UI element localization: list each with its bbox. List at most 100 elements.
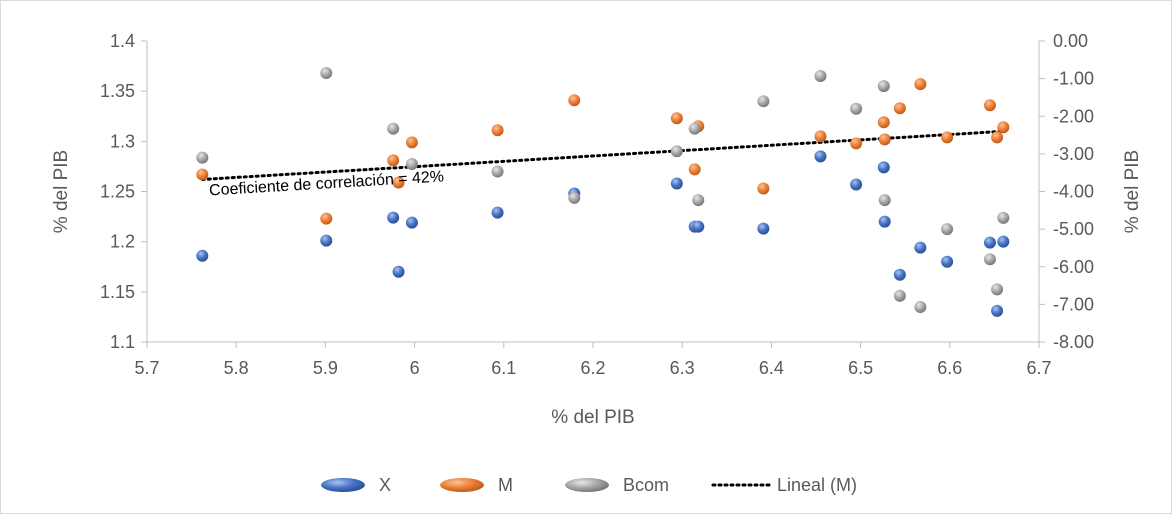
data-point-bcom (877, 80, 890, 93)
legend-marker-m (440, 478, 484, 492)
legend-label-trendline: Lineal (M) (777, 475, 857, 495)
data-point-bcom (878, 194, 891, 207)
y-tick-label: 1.1 (110, 332, 135, 352)
legend-label-x: X (379, 475, 391, 495)
data-point-bcom (914, 301, 927, 314)
data-point-x (392, 265, 405, 278)
data-point-bcom (692, 194, 705, 207)
correlation-annotation: Coeficiente de correlación = 42% (209, 168, 445, 199)
data-point-x (387, 211, 400, 224)
data-point-x (893, 268, 906, 281)
y2-tick-label: -6.00 (1053, 257, 1094, 277)
data-point-bcom (850, 102, 863, 115)
trendline-linear-m (200, 129, 1005, 181)
data-point-x (850, 178, 863, 191)
y-tick-label: 1.2 (110, 232, 135, 252)
y2-axis-title: % del PIB (1122, 150, 1143, 233)
data-point-x (983, 236, 996, 249)
data-point-bcom (688, 122, 701, 135)
x-tick-label: 6.3 (670, 358, 695, 378)
data-point-m (670, 112, 683, 125)
data-point-bcom (893, 289, 906, 302)
data-point-m (196, 168, 209, 181)
data-point-m (568, 94, 581, 107)
data-point-bcom (941, 223, 954, 236)
x-tick-label: 6.5 (848, 358, 873, 378)
data-point-x (878, 215, 891, 228)
legend-label-m: M (498, 475, 513, 495)
x-tick-label: 6.6 (937, 358, 962, 378)
data-point-x (196, 249, 209, 262)
data-point-m (320, 212, 333, 225)
y-tick-label: 1.15 (100, 282, 135, 302)
data-point-m (688, 163, 701, 176)
data-point-bcom (670, 145, 683, 158)
y-tick-label: 1.35 (100, 81, 135, 101)
x-tick-label: 6.1 (491, 358, 516, 378)
y2-tick-label: -3.00 (1053, 144, 1094, 164)
data-point-bcom (997, 211, 1010, 224)
y-tick-label: 1.4 (110, 31, 135, 51)
y-tick-label: 1.25 (100, 182, 135, 202)
data-point-bcom (320, 66, 333, 79)
x-tick-label: 5.7 (134, 358, 159, 378)
data-point-bcom (196, 151, 209, 164)
data-point-m (893, 102, 906, 115)
data-point-m (392, 176, 405, 189)
data-point-x (997, 235, 1010, 248)
data-point-bcom (983, 253, 996, 266)
data-point-m (757, 182, 770, 195)
data-point-bcom (387, 122, 400, 135)
data-point-bcom (405, 158, 418, 171)
data-point-x (814, 150, 827, 163)
legend-marker-bcom (565, 478, 609, 492)
x-tick-label: 5.8 (224, 358, 249, 378)
y-axis-title: % del PIB (51, 150, 72, 233)
y2-tick-label: -4.00 (1053, 182, 1094, 202)
data-point-m (491, 124, 504, 137)
data-point-bcom (757, 95, 770, 108)
x-tick-label: 6.4 (759, 358, 784, 378)
data-point-x (757, 222, 770, 235)
data-point-x (670, 177, 683, 190)
data-point-bcom (991, 283, 1004, 296)
data-point-x (491, 206, 504, 219)
y2-tick-label: -1.00 (1053, 69, 1094, 89)
data-point-m (850, 137, 863, 150)
data-point-x (692, 220, 705, 233)
data-point-m (878, 133, 891, 146)
data-point-m (914, 78, 927, 91)
y-tick-label: 1.3 (110, 131, 135, 151)
legend-label-bcom: Bcom (623, 475, 669, 495)
data-point-x (914, 241, 927, 254)
data-point-m (877, 116, 890, 129)
x-tick-label: 5.9 (313, 358, 338, 378)
data-point-m (997, 121, 1010, 134)
data-point-m (991, 131, 1004, 144)
y2-tick-label: -5.00 (1053, 219, 1094, 239)
data-point-bcom (568, 191, 581, 204)
data-point-m (983, 99, 996, 112)
data-point-m (814, 130, 827, 143)
y2-tick-label: -2.00 (1053, 106, 1094, 126)
data-point-x (877, 161, 890, 174)
x-tick-label: 6.2 (580, 358, 605, 378)
data-point-m (387, 154, 400, 167)
data-point-x (941, 255, 954, 268)
legend: X M Bcom Lineal (M) (321, 475, 857, 495)
data-point-bcom (491, 165, 504, 178)
y2-tick-label: -8.00 (1053, 332, 1094, 352)
data-point-x (405, 216, 418, 229)
y2-tick-label: 0.00 (1053, 31, 1088, 51)
data-point-x (991, 304, 1004, 317)
x-axis-title: % del PIB (551, 407, 634, 428)
data-point-bcom (814, 69, 827, 82)
data-point-m (941, 131, 954, 144)
y2-tick-label: -7.00 (1053, 294, 1094, 314)
data-point-m (405, 136, 418, 149)
x-tick-label: 6.7 (1026, 358, 1051, 378)
data-point-x (320, 234, 333, 247)
legend-marker-x (321, 478, 365, 492)
